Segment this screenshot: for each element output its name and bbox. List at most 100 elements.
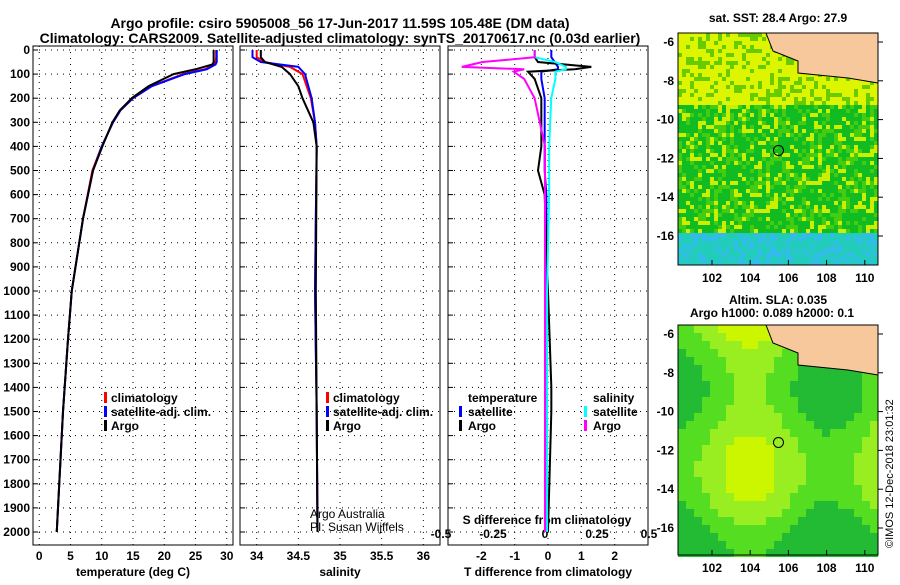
map-cell bbox=[822, 193, 826, 197]
map-cell bbox=[806, 389, 814, 397]
map-cell bbox=[810, 141, 814, 145]
map-cell bbox=[698, 237, 702, 241]
map-cell bbox=[734, 237, 738, 241]
map-cell bbox=[754, 237, 758, 241]
map-cell bbox=[842, 137, 846, 141]
map-cell bbox=[718, 89, 722, 93]
map-cell bbox=[758, 57, 762, 61]
map-cell bbox=[786, 245, 790, 249]
map-cell bbox=[678, 381, 686, 389]
map-cell bbox=[690, 145, 694, 149]
map-cell bbox=[850, 121, 854, 125]
map-cell bbox=[774, 257, 778, 261]
map-cell bbox=[806, 129, 810, 133]
map-cell bbox=[694, 185, 698, 189]
map-cell bbox=[734, 153, 738, 157]
map-cell bbox=[850, 261, 854, 265]
map-cell bbox=[794, 209, 798, 213]
map-cell bbox=[726, 469, 734, 477]
map-cell bbox=[834, 129, 838, 133]
map-cell bbox=[786, 237, 790, 241]
map-cell bbox=[802, 201, 806, 205]
map-cell bbox=[774, 373, 782, 381]
map-cell bbox=[858, 113, 862, 117]
map-cell bbox=[690, 61, 694, 65]
map-cell bbox=[782, 201, 786, 205]
map-cell bbox=[790, 193, 794, 197]
x-tick-label: 1 bbox=[578, 549, 585, 563]
map-cell bbox=[842, 253, 846, 257]
map-cell bbox=[782, 453, 790, 461]
map-cell bbox=[862, 169, 866, 173]
map-cell bbox=[694, 229, 698, 233]
map-cell bbox=[770, 205, 774, 209]
map-cell bbox=[862, 185, 866, 189]
map-cell bbox=[718, 349, 726, 357]
map-cell bbox=[858, 245, 862, 249]
map-cell bbox=[706, 161, 710, 165]
map-cell bbox=[798, 129, 802, 133]
map-cell bbox=[758, 525, 766, 533]
map-cell bbox=[726, 445, 734, 453]
map-cell bbox=[694, 253, 698, 257]
map-cell bbox=[738, 225, 742, 229]
map-cell bbox=[870, 517, 878, 525]
map-cell bbox=[718, 461, 726, 469]
map-cell bbox=[686, 137, 690, 141]
map-cell bbox=[766, 161, 770, 165]
map-cell bbox=[742, 97, 746, 101]
map-cell bbox=[734, 145, 738, 149]
map-cell bbox=[710, 517, 718, 525]
map-cell bbox=[766, 233, 770, 237]
map-cell bbox=[806, 209, 810, 213]
map-cell bbox=[698, 241, 702, 245]
map-cell bbox=[866, 93, 870, 97]
map-cell bbox=[806, 233, 810, 237]
map-cell bbox=[694, 57, 698, 61]
map-cell bbox=[734, 37, 738, 41]
map-cell bbox=[702, 485, 710, 493]
map-cell bbox=[738, 109, 742, 113]
x-axis-label: temperature (deg C) bbox=[76, 565, 190, 579]
map-cell bbox=[722, 149, 726, 153]
map-cell bbox=[742, 477, 750, 485]
map-cell bbox=[870, 245, 874, 249]
map-cell bbox=[718, 333, 726, 341]
map-cell bbox=[766, 349, 774, 357]
map-cell bbox=[846, 249, 850, 253]
map-cell bbox=[698, 113, 702, 117]
map-subtitle: Argo h1000: 0.089 h2000: 0.1 bbox=[690, 306, 854, 320]
map-cell bbox=[842, 149, 846, 153]
map-cell bbox=[818, 109, 822, 113]
map-cell bbox=[742, 245, 746, 249]
map-cell bbox=[838, 405, 846, 413]
map-cell bbox=[806, 133, 810, 137]
map-cell bbox=[822, 429, 830, 437]
map-cell bbox=[690, 73, 694, 77]
map-cell bbox=[678, 69, 682, 73]
map-cell bbox=[714, 261, 718, 265]
map-cell bbox=[846, 241, 850, 245]
map-cell bbox=[726, 89, 730, 93]
map-cell bbox=[794, 213, 798, 217]
map-cell bbox=[790, 73, 794, 77]
map-cell bbox=[758, 477, 766, 485]
map-cell bbox=[822, 257, 826, 261]
map-cell bbox=[826, 117, 830, 121]
map-cell bbox=[702, 109, 706, 113]
map-cell bbox=[790, 501, 798, 509]
map-cell bbox=[698, 177, 702, 181]
map-cell bbox=[782, 485, 790, 493]
map-cell bbox=[742, 133, 746, 137]
map-cell bbox=[750, 57, 754, 61]
map-cell bbox=[786, 161, 790, 165]
map-cell bbox=[702, 249, 706, 253]
map-cell bbox=[710, 165, 714, 169]
map-cell bbox=[814, 185, 818, 189]
map-cell bbox=[694, 193, 698, 197]
map-cell bbox=[730, 193, 734, 197]
map-cell bbox=[862, 261, 866, 265]
map-cell bbox=[694, 53, 698, 57]
map-cell bbox=[678, 197, 682, 201]
map-cell bbox=[782, 229, 786, 233]
